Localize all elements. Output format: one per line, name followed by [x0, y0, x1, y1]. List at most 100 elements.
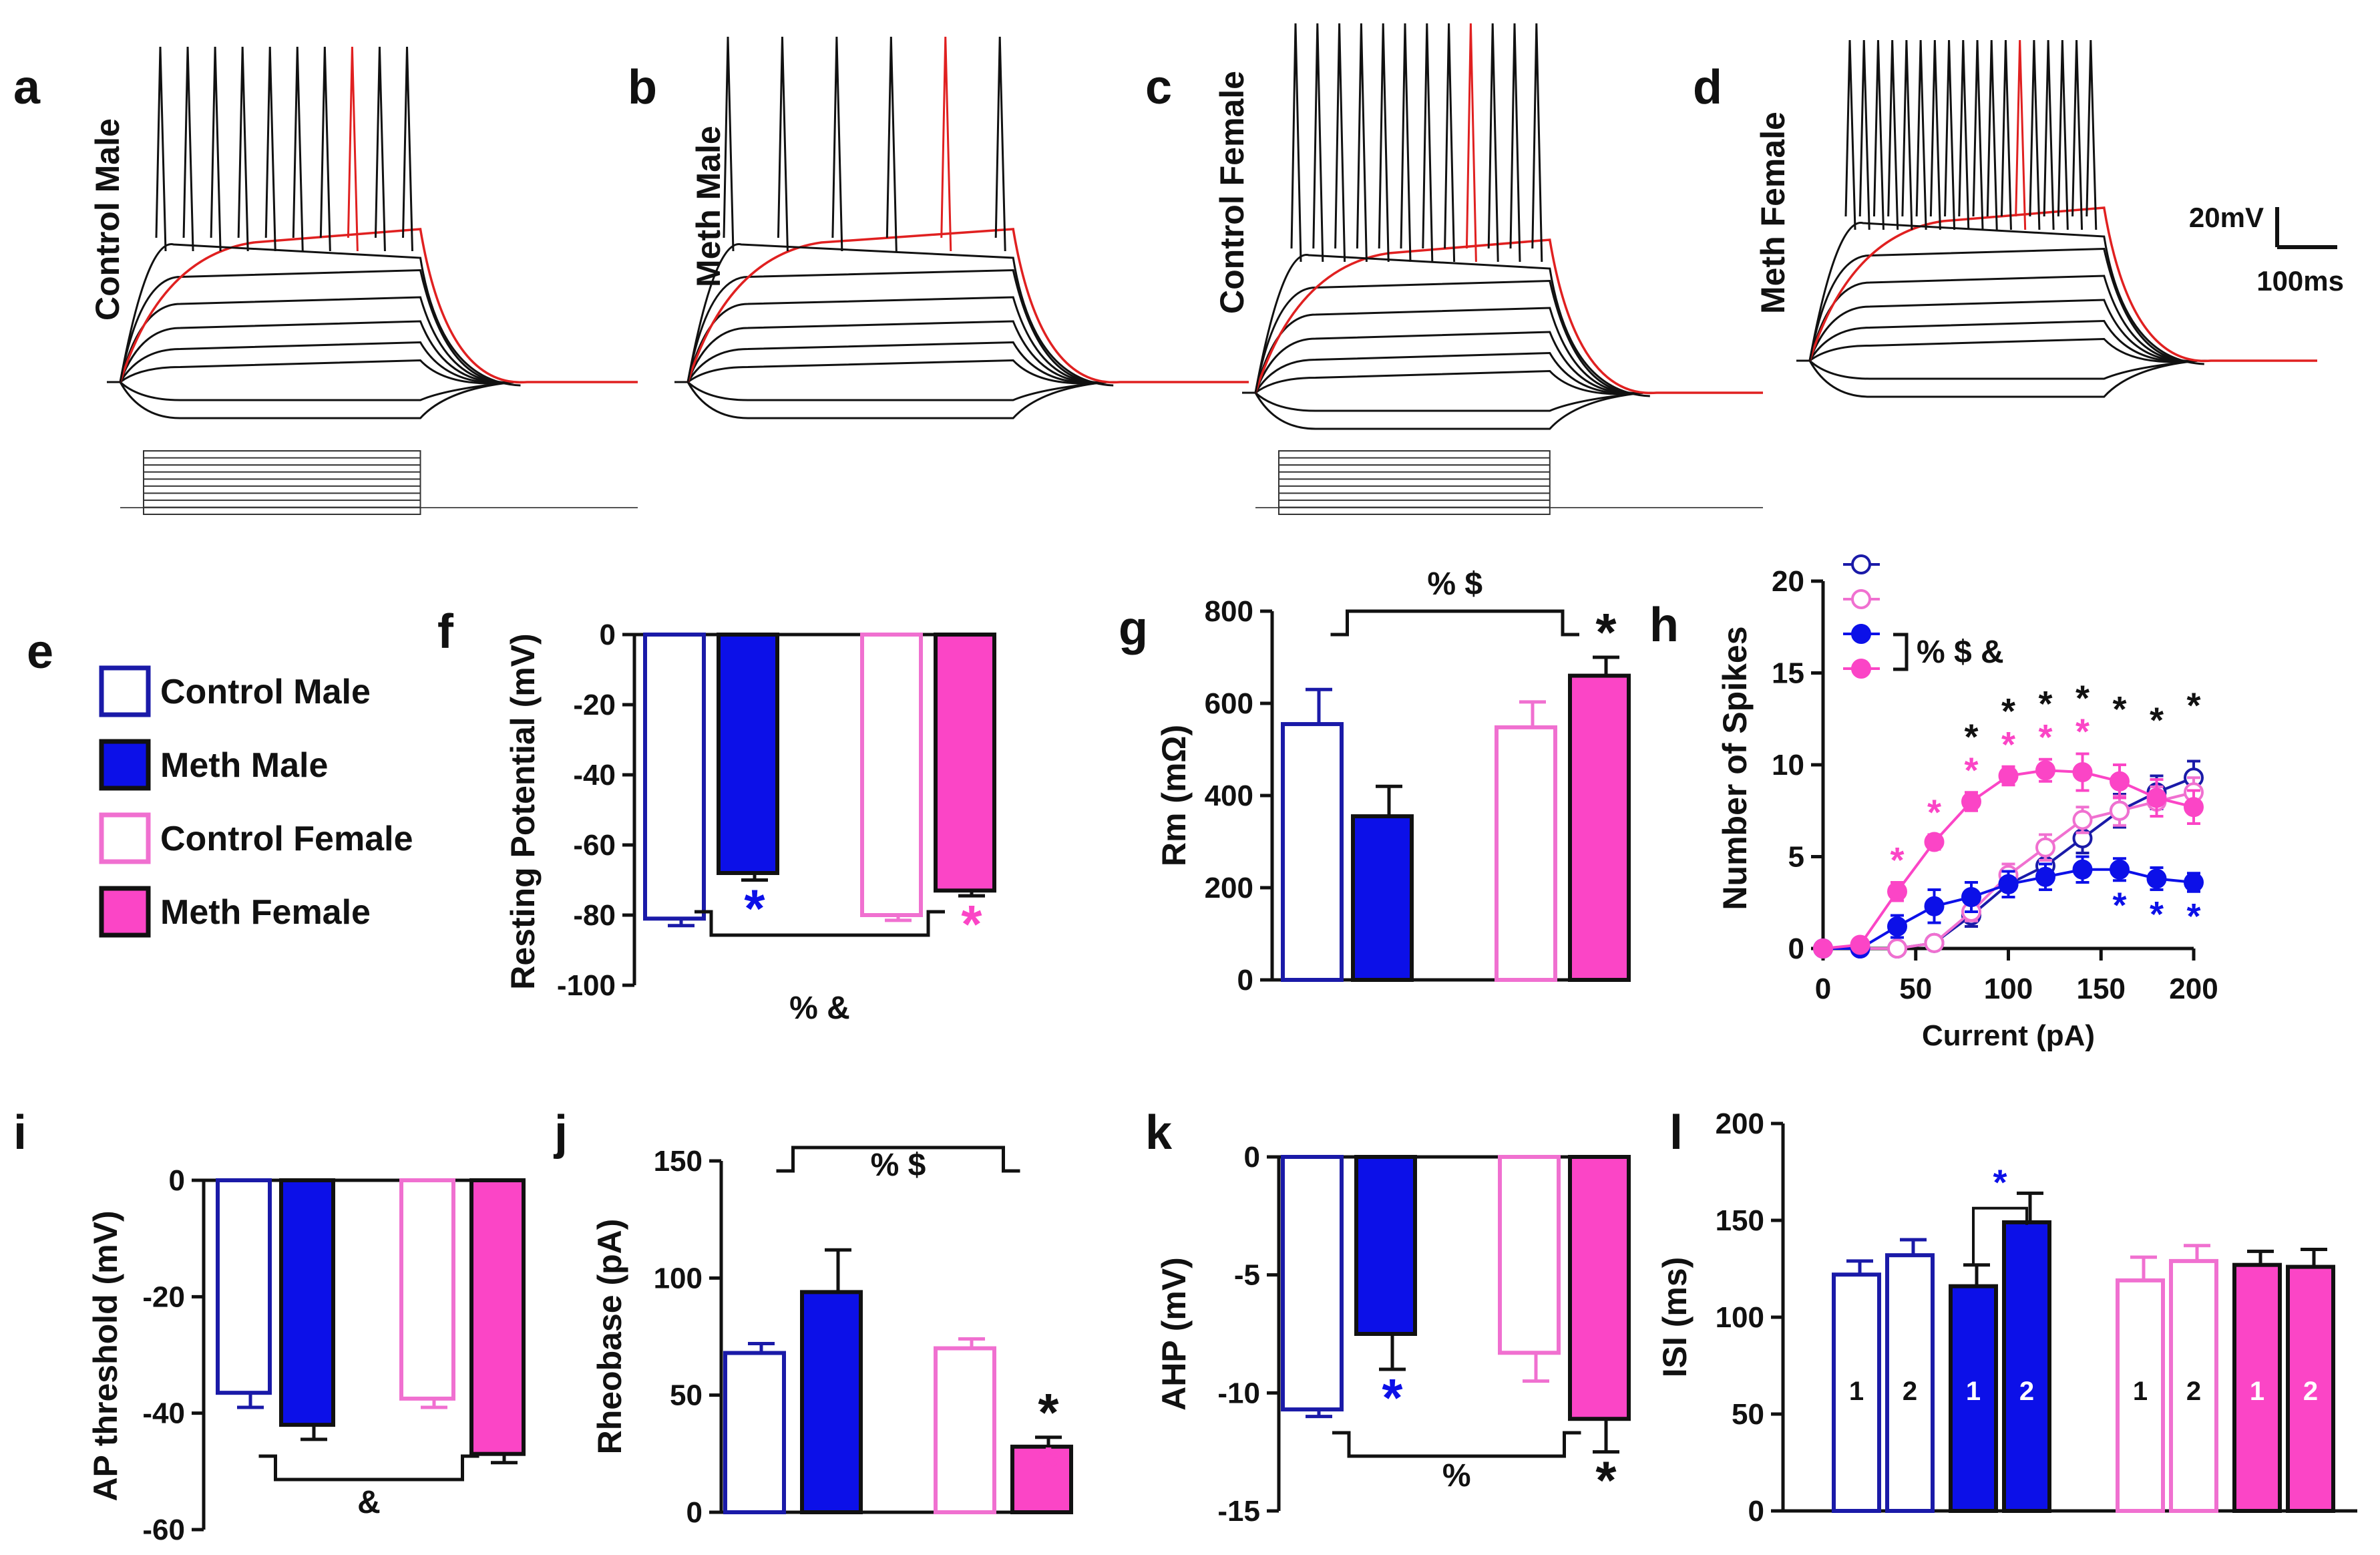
legend-label-control_female: Control Female: [160, 820, 413, 858]
data-point: [2110, 800, 2130, 821]
star-black: *: [1964, 717, 1978, 757]
data-point: [2072, 762, 2093, 782]
legend-swatch-meth_male: [99, 739, 151, 791]
bracket-f: [695, 910, 945, 937]
panel-letter-g: g: [1119, 602, 1148, 655]
y-axis-label-j: Rheobase (pA): [591, 1219, 628, 1455]
action-potential-spike: [1872, 39, 1885, 230]
y-tick-label: 0: [1788, 932, 1804, 965]
star-pink: *: [1890, 840, 1904, 880]
trace-subthreshold: [1242, 391, 1763, 430]
y-tick-label: 200: [1716, 1107, 1764, 1140]
y-tick-label: 0: [1748, 1495, 1764, 1528]
stimulus-box: [143, 450, 421, 515]
x-tick-label: 200: [2169, 973, 2218, 1005]
trace-subthreshold: [107, 381, 638, 401]
data-point: [2110, 771, 2130, 792]
panel-letter-l: l: [1669, 1106, 1683, 1160]
legend-swatch-meth_female: [99, 886, 151, 938]
trace-subthreshold: [1242, 331, 1763, 395]
trace-firing-envelope: [1808, 222, 2204, 365]
star-pink: *: [2075, 712, 2090, 752]
data-point: [1887, 938, 1907, 959]
significance-star: *: [1595, 602, 1617, 662]
legend-label-meth_male: Meth Male: [160, 746, 328, 785]
legend-bracket-label: % $ &: [1917, 635, 2004, 670]
bar-meth_female: [2286, 1264, 2335, 1513]
panel-letter-e: e: [27, 625, 53, 679]
data-point: [1961, 887, 1981, 907]
trace-subthreshold: [674, 269, 1249, 384]
top-row-traces: a Control Male b Meth Male c Control Female dM…: [13, 23, 2344, 515]
star-pink: *: [2038, 717, 2052, 757]
data-point: [2035, 837, 2055, 858]
bar-control_female: [2116, 1278, 2165, 1514]
bar-control_male: [216, 1178, 272, 1395]
action-potential-spike: [182, 46, 194, 252]
action-potential-spike: [347, 46, 359, 252]
bar-control_female: [1495, 725, 1557, 982]
significance-star: *: [961, 894, 982, 954]
legend-panel-e: e Control Male Meth Male Control Female Meth…: [27, 625, 413, 938]
bar-number-label: 1: [2250, 1377, 2264, 1406]
star-black: *: [2150, 701, 2164, 741]
y-tick-label: 400: [1205, 780, 1253, 812]
y-tick-label: 0: [1244, 1141, 1260, 1174]
significance-star: *: [1382, 1368, 1403, 1427]
bar-control_male: [1832, 1272, 1881, 1513]
bar-control_female: [860, 633, 923, 917]
y-tick-label: 20: [1772, 565, 1804, 598]
significance-star: *: [1038, 1436, 1059, 1496]
action-potential-spike: [402, 46, 413, 252]
trace-subthreshold: [1796, 299, 2317, 363]
legend-marker: [1851, 624, 1871, 644]
action-potential-spike: [831, 36, 843, 252]
trace-rheobase: [119, 228, 638, 384]
trace-subthreshold: [1796, 359, 2317, 380]
action-potential-spike: [264, 46, 276, 252]
y-axis-label-k: AHP (mV): [1155, 1257, 1193, 1411]
data-point: [2072, 859, 2093, 880]
action-potential-spike: [292, 46, 304, 252]
data-point: [1998, 874, 2019, 894]
action-potential-spike: [940, 36, 952, 252]
action-potential-spike: [1356, 23, 1368, 263]
bracket-label-j: % $: [871, 1148, 926, 1183]
bar-meth_female: [469, 1178, 526, 1456]
trace-subthreshold: [1796, 275, 2317, 363]
x-tick-label: 100: [1984, 973, 2033, 1005]
bar-number-label: 2: [2186, 1377, 2201, 1406]
data-point: [1813, 938, 1833, 959]
y-tick-label: -60: [142, 1514, 185, 1546]
trace-subthreshold: [107, 320, 638, 384]
action-potential-spike: [723, 36, 735, 252]
trace-rheobase: [686, 228, 1249, 384]
y-axis-label-l: ISI (ms): [1656, 1257, 1694, 1378]
trace-label-a: Control Male: [89, 118, 126, 321]
data-point: [2146, 868, 2167, 889]
data-point: [1961, 792, 1981, 812]
action-potential-spike: [210, 46, 222, 252]
action-potential-spike: [2057, 39, 2069, 230]
bar-control_female: [1498, 1155, 1561, 1355]
action-potential-spike: [1509, 23, 1521, 263]
legend-h: % $ &: [1843, 554, 2004, 679]
trace-subthreshold: [107, 296, 638, 384]
bar-number-label: 1: [1966, 1377, 1981, 1406]
trace-subthreshold: [674, 341, 1249, 384]
panel-letter-a: a: [13, 61, 41, 114]
action-potential-spike: [1487, 23, 1499, 263]
y-tick-label: 0: [1237, 964, 1253, 997]
trace-label-b: Meth Male: [690, 126, 727, 287]
scale-bar-voltage: 20mV: [2189, 202, 2264, 233]
star-pink: *: [1927, 793, 1941, 833]
isi-bracket: [1972, 1206, 2028, 1265]
trace-firing-envelope: [1254, 254, 1650, 397]
legend-marker: [1851, 589, 1871, 609]
significance-star: *: [1038, 1383, 1059, 1442]
data-point: [1998, 765, 2019, 786]
chart-f: f Resting Potential (mV) 0 -20 -40 -60 -80 -100…: [437, 605, 996, 1026]
trace-subthreshold: [107, 381, 638, 419]
data-point: [2035, 866, 2055, 887]
y-axis-label-g: Rm (mΩ): [1155, 725, 1193, 866]
